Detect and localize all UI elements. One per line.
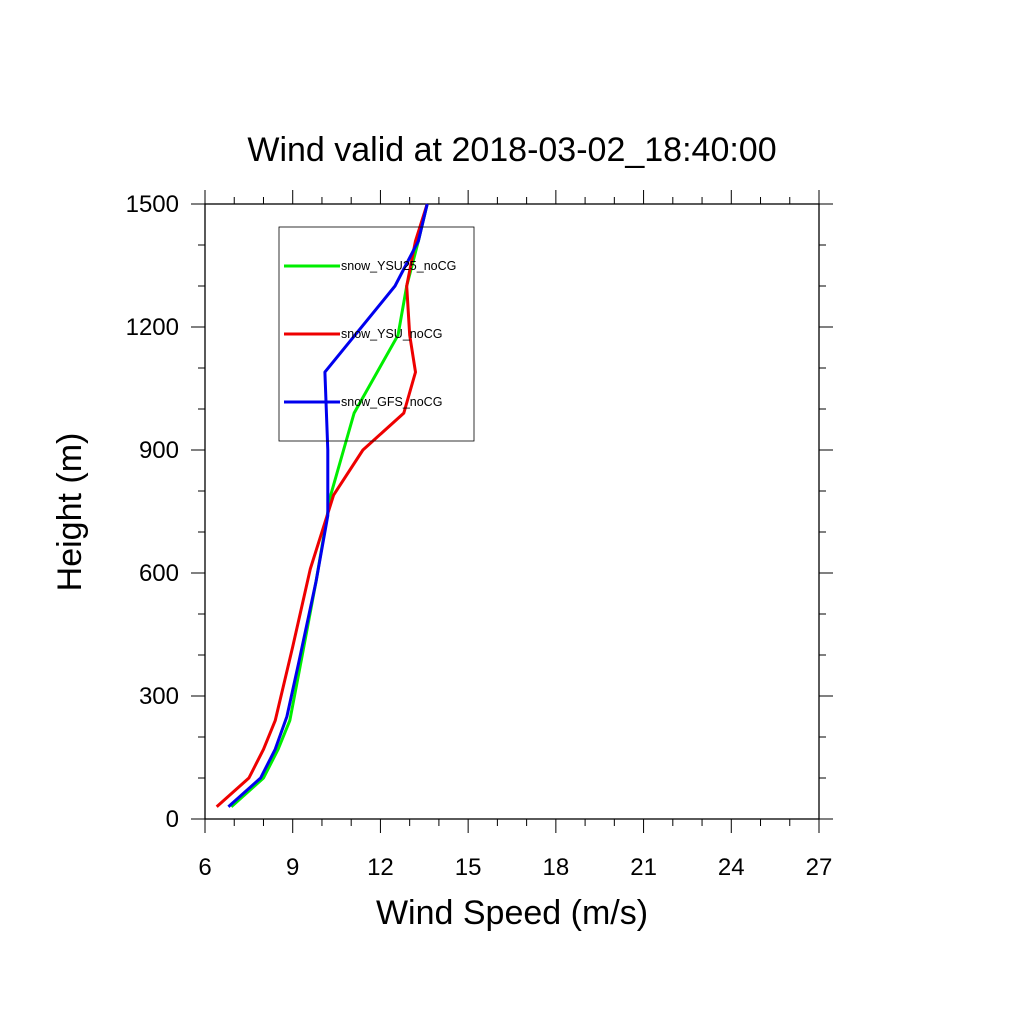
- series-line-snow_GFS_noCG: [227, 203, 429, 808]
- legend: snow_YSU25_noCG snow_YSU_noCG snow_GFS_noC…: [284, 259, 456, 409]
- series-lines: [215, 203, 429, 808]
- legend-label: snow_GFS_noCG: [341, 395, 442, 409]
- legend-box: [278, 226, 475, 442]
- y-axis: 0 300 600 900 1200 1500: [126, 191, 833, 833]
- series-line-snow_YSU_noCG: [215, 203, 429, 808]
- legend-label: snow_YSU_noCG: [341, 327, 442, 341]
- y-axis-label: Height (m): [51, 433, 89, 592]
- y-tick-label: 900: [139, 437, 179, 464]
- y-tick-label: 0: [166, 806, 179, 833]
- x-tick-label: 15: [455, 854, 482, 881]
- x-tick-label: 27: [806, 854, 833, 881]
- legend-label: snow_YSU25_noCG: [341, 259, 456, 273]
- y-tick-label: 1200: [126, 314, 179, 341]
- x-tick-label: 6: [198, 854, 211, 881]
- x-tick-label: 18: [543, 854, 570, 881]
- x-axis-label: Wind Speed (m/s): [376, 894, 648, 932]
- plot-frame: [204, 203, 820, 820]
- x-tick-label: 24: [718, 854, 745, 881]
- chart-title: Wind valid at 2018-03-02_18:40:00: [247, 131, 776, 169]
- x-tick-label: 12: [367, 854, 394, 881]
- y-tick-label: 1500: [126, 191, 179, 218]
- x-tick-label: 21: [630, 854, 657, 881]
- x-tick-label: 9: [286, 854, 299, 881]
- y-tick-label: 600: [139, 560, 179, 587]
- y-tick-label: 300: [139, 683, 179, 710]
- x-axis: 6 9 12 15 18 21 24 27: [198, 190, 832, 881]
